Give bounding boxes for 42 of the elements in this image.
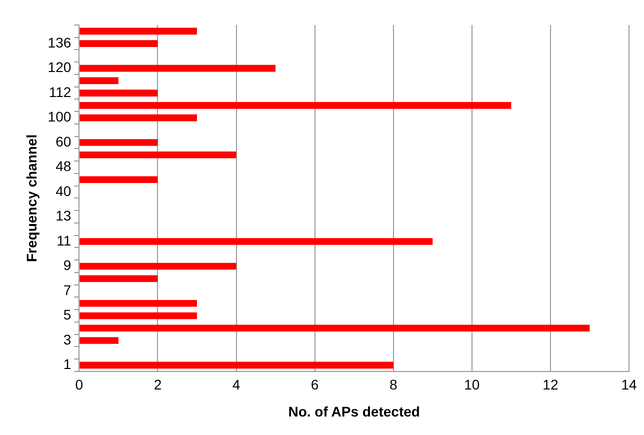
y-tick-label: 7 [63, 282, 72, 298]
x-tick-label: 2 [154, 376, 162, 393]
bar [80, 114, 197, 122]
bar [80, 102, 512, 109]
y-tick-label: 5 [63, 306, 72, 323]
x-tick-label: 0 [75, 376, 84, 393]
bar [80, 300, 197, 307]
bar [80, 139, 158, 146]
y-tick-label: 136 [48, 34, 72, 50]
bar [80, 312, 197, 320]
y-tick-label: 13 [56, 208, 72, 224]
bar [80, 337, 118, 344]
x-tick-label: 6 [310, 376, 319, 393]
x-tick-label: 10 [464, 376, 480, 393]
bar [80, 28, 197, 35]
bar [80, 77, 118, 84]
bar [80, 152, 236, 158]
x-tick-label: 12 [542, 376, 558, 393]
bar [80, 262, 236, 270]
bar [80, 238, 433, 245]
bar [80, 176, 158, 184]
y-tick-label: 9 [63, 257, 72, 274]
bar [80, 64, 276, 72]
y-tick-label: 48 [56, 158, 72, 174]
y-tick-label: 100 [48, 108, 72, 125]
bar [80, 90, 158, 96]
x-tick-label: 8 [389, 376, 398, 393]
y-tick-label: 112 [48, 84, 72, 100]
bar [80, 40, 158, 47]
x-tick-label: 14 [621, 376, 637, 393]
bar [80, 324, 590, 332]
x-tick-label: 4 [232, 376, 240, 393]
y-tick-label: 1 [63, 356, 72, 372]
x-axis-title: No. of APs detected [288, 403, 420, 420]
bar [80, 275, 158, 282]
y-tick-label: 40 [56, 182, 72, 199]
bar [80, 362, 394, 369]
y-tick-label: 120 [48, 59, 72, 76]
y-tick-label: 11 [56, 232, 72, 248]
y-axis-title: Frequency channel [23, 134, 40, 262]
y-tick-label: 60 [56, 133, 72, 150]
y-tick-label: 3 [63, 331, 72, 348]
